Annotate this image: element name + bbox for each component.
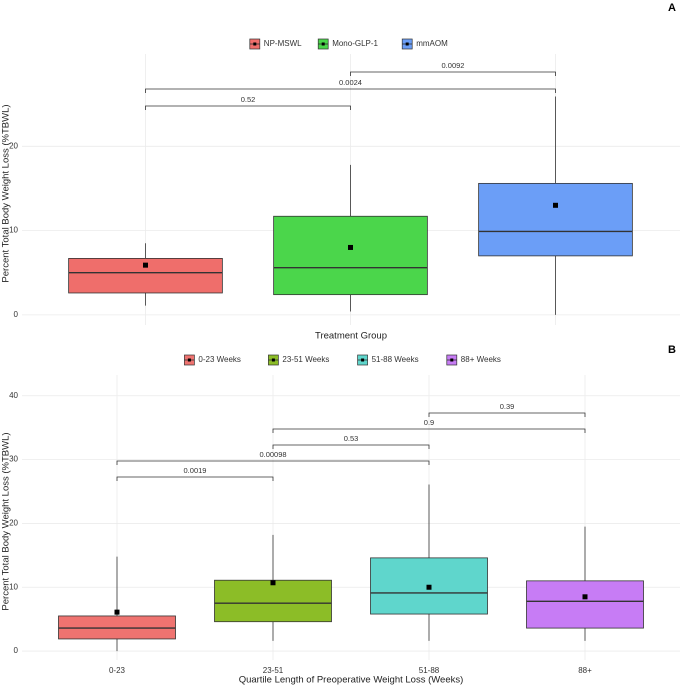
legend-label: 51-88 Weeks [372, 355, 419, 364]
y-tick-label: 40 [9, 391, 18, 400]
significance-bracket [145, 88, 556, 93]
y-axis-title: Percent Total Body Weight Loss (%TBWL) [1, 432, 12, 610]
legend-key-point [271, 358, 275, 362]
x-tick-label: 88+ [578, 666, 592, 675]
y-axis-title: Percent Total Body Weight Loss (%TBWL) [1, 104, 12, 282]
mean-point [270, 580, 276, 586]
legend-label: 88+ Weeks [461, 355, 501, 364]
significance-bracket [350, 71, 556, 76]
mean-point [114, 609, 120, 615]
panel-label: B [668, 344, 676, 356]
box [273, 215, 428, 296]
significance-bracket [145, 105, 351, 110]
y-tick-label: 10 [9, 226, 18, 235]
mean-point [582, 594, 588, 600]
mean-point [553, 202, 558, 208]
y-tick-label: 10 [9, 582, 18, 591]
significance-bracket [428, 412, 586, 417]
x-tick-label: 23-51 [263, 666, 284, 675]
y-tick-label: 20 [9, 141, 18, 150]
y-tick-label: 0 [14, 646, 19, 655]
p-value-label: 0.00098 [259, 450, 286, 459]
significance-bracket [272, 444, 430, 449]
legend-label: 23-51 Weeks [282, 355, 329, 364]
mean-point [143, 262, 148, 268]
p-value-label: 0.52 [241, 95, 256, 104]
p-value-label: 0.39 [500, 402, 515, 411]
x-axis-title: Quartile Length of Preoperative Weight L… [239, 675, 464, 685]
legend-label: mmAOM [416, 39, 448, 48]
x-axis-title: Treatment Group [315, 331, 387, 342]
p-value-label: 0.9 [424, 418, 434, 427]
box [526, 580, 644, 629]
significance-bracket [116, 476, 274, 481]
legend-key-point [361, 358, 365, 362]
p-value-label: 0.0024 [339, 78, 362, 87]
y-tick-label: 0 [14, 310, 19, 319]
mean-point [426, 584, 432, 590]
legend-label: Mono-GLP-1 [332, 39, 378, 48]
y-tick-label: 20 [9, 519, 18, 528]
box [478, 182, 633, 257]
p-value-label: 0.0092 [442, 61, 465, 70]
box [214, 579, 332, 623]
legend-key-point [321, 42, 325, 46]
legend-key-point [187, 358, 191, 362]
legend-label: NP-MSWL [264, 39, 302, 48]
p-value-label: 0.0019 [184, 466, 207, 475]
legend-key-point [405, 42, 409, 46]
legend-label: 0-23 Weeks [198, 355, 241, 364]
significance-bracket [116, 460, 430, 465]
mean-point [348, 244, 353, 250]
x-tick-label: 51-88 [419, 666, 440, 675]
x-tick-label: 0-23 [109, 666, 126, 675]
legend-key-point [253, 42, 257, 46]
legend-key-point [450, 358, 454, 362]
panel-label: A [668, 2, 676, 14]
p-value-label: 0.53 [344, 434, 359, 443]
y-tick-label: 30 [9, 455, 18, 464]
significance-bracket [272, 428, 586, 433]
